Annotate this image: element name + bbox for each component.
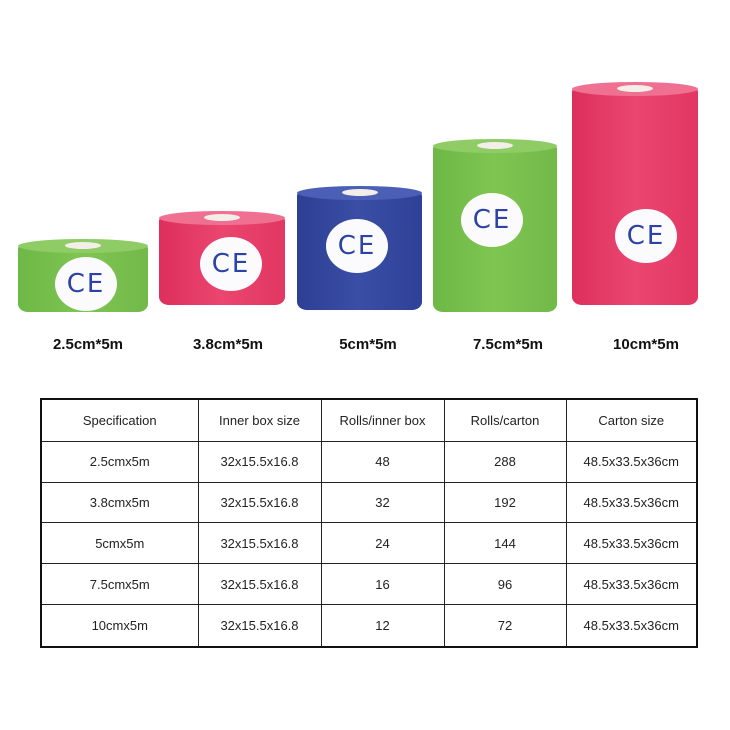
table-cell: 24 — [320, 522, 445, 565]
header-cell: Rolls/inner box — [320, 398, 445, 442]
table-row: 3.8cmx5m 32x15.5x16.8 32 192 48.5x33.5x36cm — [40, 481, 698, 524]
ce-mark-icon: CE — [55, 257, 117, 311]
table-cell: 48 — [320, 440, 445, 483]
roll-label: 5cm*5m — [339, 336, 397, 353]
table-cell: 16 — [320, 563, 445, 606]
table-cell: 32 — [320, 481, 445, 524]
roll-label: 3.8cm*5m — [192, 336, 264, 353]
table-cell: 48.5x33.5x36cm — [565, 604, 698, 648]
table-cell: 48.5x33.5x36cm — [565, 440, 698, 483]
table-cell: 32x15.5x16.8 — [197, 440, 322, 483]
table-row: 10cmx5m 32x15.5x16.8 12 72 48.5x33.5x36cm — [40, 604, 698, 648]
table-cell: 288 — [443, 440, 567, 483]
table-cell: 144 — [443, 522, 567, 565]
header-cell: Specification — [40, 398, 199, 442]
ce-mark-icon: CE — [326, 219, 388, 273]
roll-label: 7.5cm*5m — [472, 336, 544, 353]
table-cell: 7.5cmx5m — [40, 563, 199, 606]
table-cell: 72 — [443, 604, 567, 648]
table-cell: 3.8cmx5m — [40, 481, 199, 524]
ce-mark-icon: CE — [615, 209, 677, 263]
roll-10cm — [572, 82, 698, 305]
table-cell: 10cmx5m — [40, 604, 199, 648]
header-cell: Inner box size — [197, 398, 322, 442]
table-cell: 48.5x33.5x36cm — [565, 522, 698, 565]
table-row: 7.5cmx5m 32x15.5x16.8 16 96 48.5x33.5x36cm — [40, 563, 698, 606]
table-row: 5cmx5m 32x15.5x16.8 24 144 48.5x33.5x36cm — [40, 522, 698, 565]
table-cell: 12 — [320, 604, 445, 648]
table-row: 2.5cmx5m 32x15.5x16.8 48 288 48.5x33.5x36cm — [40, 440, 698, 483]
table-cell: 32x15.5x16.8 — [197, 522, 322, 565]
header-cell: Rolls/carton — [443, 398, 567, 442]
table-cell: 192 — [443, 481, 567, 524]
table-cell: 32x15.5x16.8 — [197, 604, 322, 648]
roll-label: 2.5cm*5m — [52, 336, 124, 353]
table-cell: 2.5cmx5m — [40, 440, 199, 483]
table-cell: 32x15.5x16.8 — [197, 563, 322, 606]
table-cell: 96 — [443, 563, 567, 606]
header-cell: Carton size — [565, 398, 698, 442]
specification-table: Specification Inner box size Rolls/inner… — [40, 398, 698, 648]
roll-label: 10cm*5m — [613, 336, 679, 353]
ce-mark-icon: CE — [461, 193, 523, 247]
table-cell: 48.5x33.5x36cm — [565, 563, 698, 606]
ce-mark-icon: CE — [200, 237, 262, 291]
table-cell: 32x15.5x16.8 — [197, 481, 322, 524]
table-cell: 5cmx5m — [40, 522, 199, 565]
table-header-row: Specification Inner box size Rolls/inner… — [40, 398, 698, 442]
table-cell: 48.5x33.5x36cm — [565, 481, 698, 524]
